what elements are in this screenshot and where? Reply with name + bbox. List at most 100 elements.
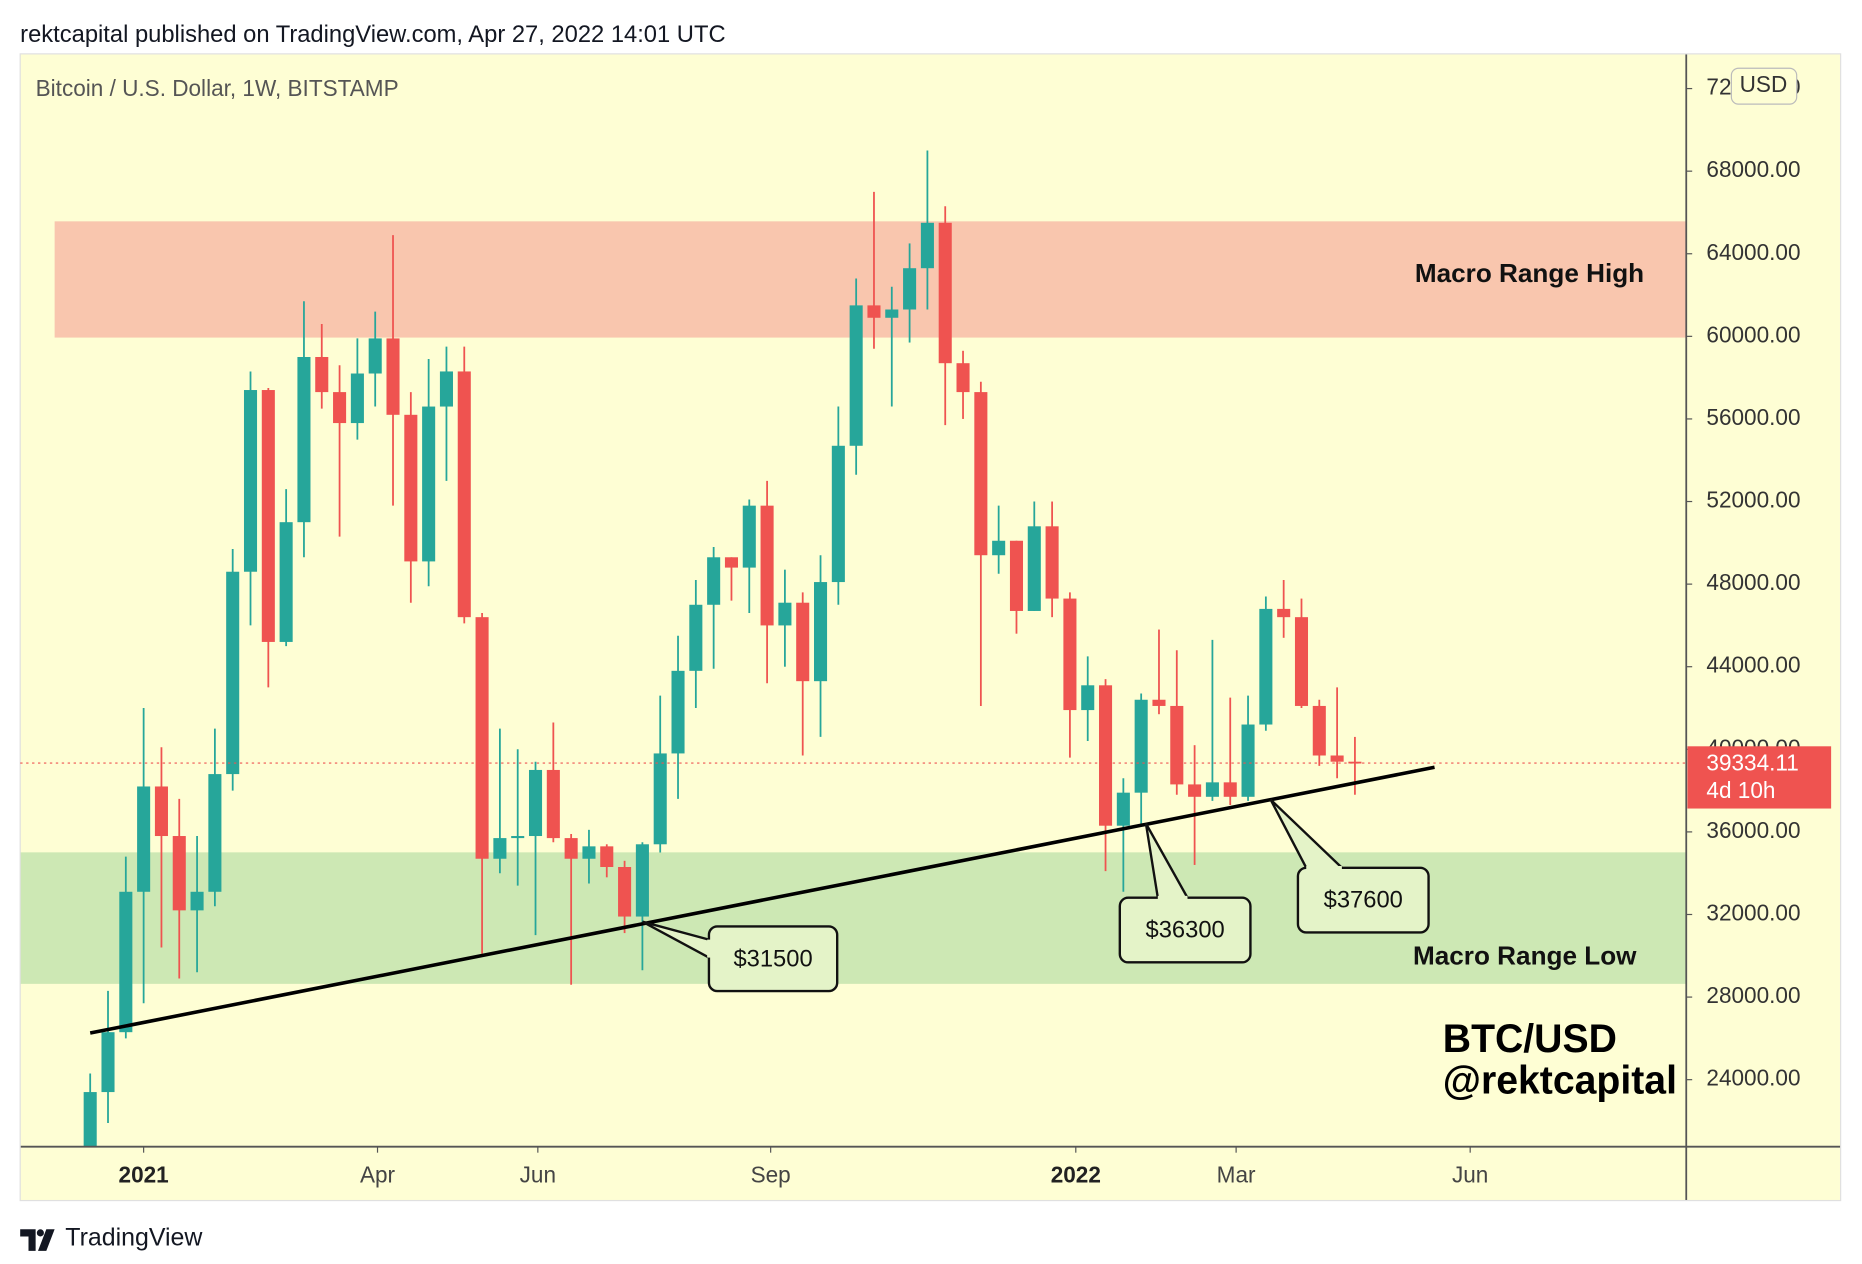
- candle-body: [528, 769, 543, 837]
- candle-body: [83, 1092, 97, 1147]
- y-tick-label: 52000.00: [1706, 486, 1800, 512]
- y-tick-label: 28000.00: [1706, 982, 1800, 1008]
- candle-body: [707, 557, 721, 605]
- candle-body: [439, 371, 453, 407]
- x-tick-label: Mar: [1217, 1162, 1256, 1188]
- tradingview-logo: TradingView: [20, 1223, 203, 1252]
- candle-body: [582, 846, 596, 859]
- candle-body: [903, 268, 917, 310]
- x-tick-label: 2021: [119, 1162, 169, 1188]
- candle-body: [386, 338, 400, 415]
- candle-body: [1348, 761, 1362, 764]
- candle-body: [208, 774, 222, 892]
- candle-body: [261, 390, 275, 642]
- candle-body: [1259, 608, 1273, 725]
- candle-body: [297, 356, 311, 523]
- candle-body: [724, 557, 738, 568]
- last-price-box: [1687, 746, 1832, 809]
- candle-body: [154, 786, 168, 837]
- candle-body: [350, 373, 364, 424]
- candle-body: [920, 222, 934, 269]
- candle-body: [1188, 784, 1202, 797]
- callout-label: $37600: [1324, 887, 1403, 914]
- callout-pointer: [1144, 822, 1189, 899]
- x-tick-label: Jun: [520, 1162, 556, 1188]
- candle-body: [475, 617, 489, 859]
- candle-body: [422, 406, 436, 562]
- candle-body: [1134, 699, 1148, 793]
- candle-body: [742, 505, 756, 568]
- candle-body: [689, 604, 703, 671]
- candle-body: [635, 844, 649, 917]
- candle-body: [867, 305, 881, 318]
- candle-body: [137, 786, 151, 892]
- candle-body: [546, 769, 560, 839]
- candle-body: [493, 838, 507, 859]
- candle-body: [1330, 755, 1344, 762]
- candle-body: [814, 582, 828, 682]
- candle-body: [119, 891, 133, 1033]
- logo-icon: [20, 1229, 55, 1251]
- candle-body: [618, 867, 632, 917]
- candle-body: [1099, 685, 1113, 826]
- logo-icon: [36, 1229, 44, 1237]
- candle-body: [190, 891, 204, 911]
- candle-body: [1045, 526, 1059, 599]
- candle-body: [226, 571, 240, 775]
- candle-body: [333, 392, 347, 424]
- callout-box: [707, 925, 839, 993]
- x-tick-label: Jun: [1452, 1162, 1488, 1188]
- candle-body: [1081, 685, 1095, 711]
- chart-title: Bitcoin / U.S. Dollar, 1W, BITSTAMP: [36, 75, 399, 101]
- last-price-label: 39334.11: [1706, 749, 1798, 775]
- candle-body: [1027, 526, 1041, 611]
- candle-body: [279, 522, 293, 642]
- candle-body: [778, 602, 792, 626]
- candle-body: [831, 445, 845, 583]
- range-zone: [54, 221, 1687, 338]
- candle-body: [1241, 724, 1255, 797]
- footer: TradingView: [65, 1223, 203, 1251]
- candle-body: [1116, 792, 1130, 826]
- candle-body: [992, 540, 1006, 556]
- candle-body: [172, 836, 186, 911]
- currency-label: USD: [1740, 71, 1788, 97]
- candle-body: [564, 838, 578, 859]
- x-tick-label: Apr: [360, 1162, 396, 1188]
- chart-border: [19, 53, 1842, 1202]
- y-tick-label: 56000.00: [1706, 404, 1800, 430]
- currency-box: [1730, 67, 1798, 105]
- callout-label: $36300: [1146, 916, 1225, 943]
- candle-body: [938, 222, 952, 364]
- candle-body: [653, 753, 667, 845]
- candle-body: [956, 363, 970, 393]
- y-tick-label: 64000.00: [1706, 239, 1800, 265]
- candle-body: [243, 390, 258, 572]
- y-tick-label: 60000.00: [1706, 321, 1800, 347]
- candle-body: [1277, 608, 1291, 618]
- x-tick-label: Sep: [751, 1162, 791, 1188]
- y-tick-label: 24000.00: [1706, 1065, 1800, 1091]
- candle-body: [974, 392, 988, 556]
- zone-label: Macro Range Low: [1413, 940, 1637, 970]
- y-tick-label: 48000.00: [1706, 569, 1800, 595]
- candle-body: [1009, 540, 1024, 611]
- candle-body: [457, 371, 471, 618]
- callout-pointer: [641, 920, 710, 959]
- candle-body: [404, 414, 418, 562]
- candle-body: [1205, 782, 1219, 797]
- trendline: [89, 765, 1435, 1035]
- header: rektcapital published on TradingView.com…: [20, 21, 725, 48]
- candle-body: [885, 309, 899, 318]
- y-tick-label: 36000.00: [1706, 817, 1800, 843]
- x-tick-label: 2022: [1051, 1162, 1101, 1188]
- candle-body: [1063, 598, 1077, 711]
- candle-body: [1223, 782, 1237, 797]
- candle-body: [1312, 705, 1326, 756]
- y-tick-label: 68000.00: [1706, 156, 1800, 182]
- candle-body: [1170, 705, 1184, 785]
- candle-body: [849, 305, 863, 446]
- zone-label: Macro Range High: [1415, 258, 1644, 288]
